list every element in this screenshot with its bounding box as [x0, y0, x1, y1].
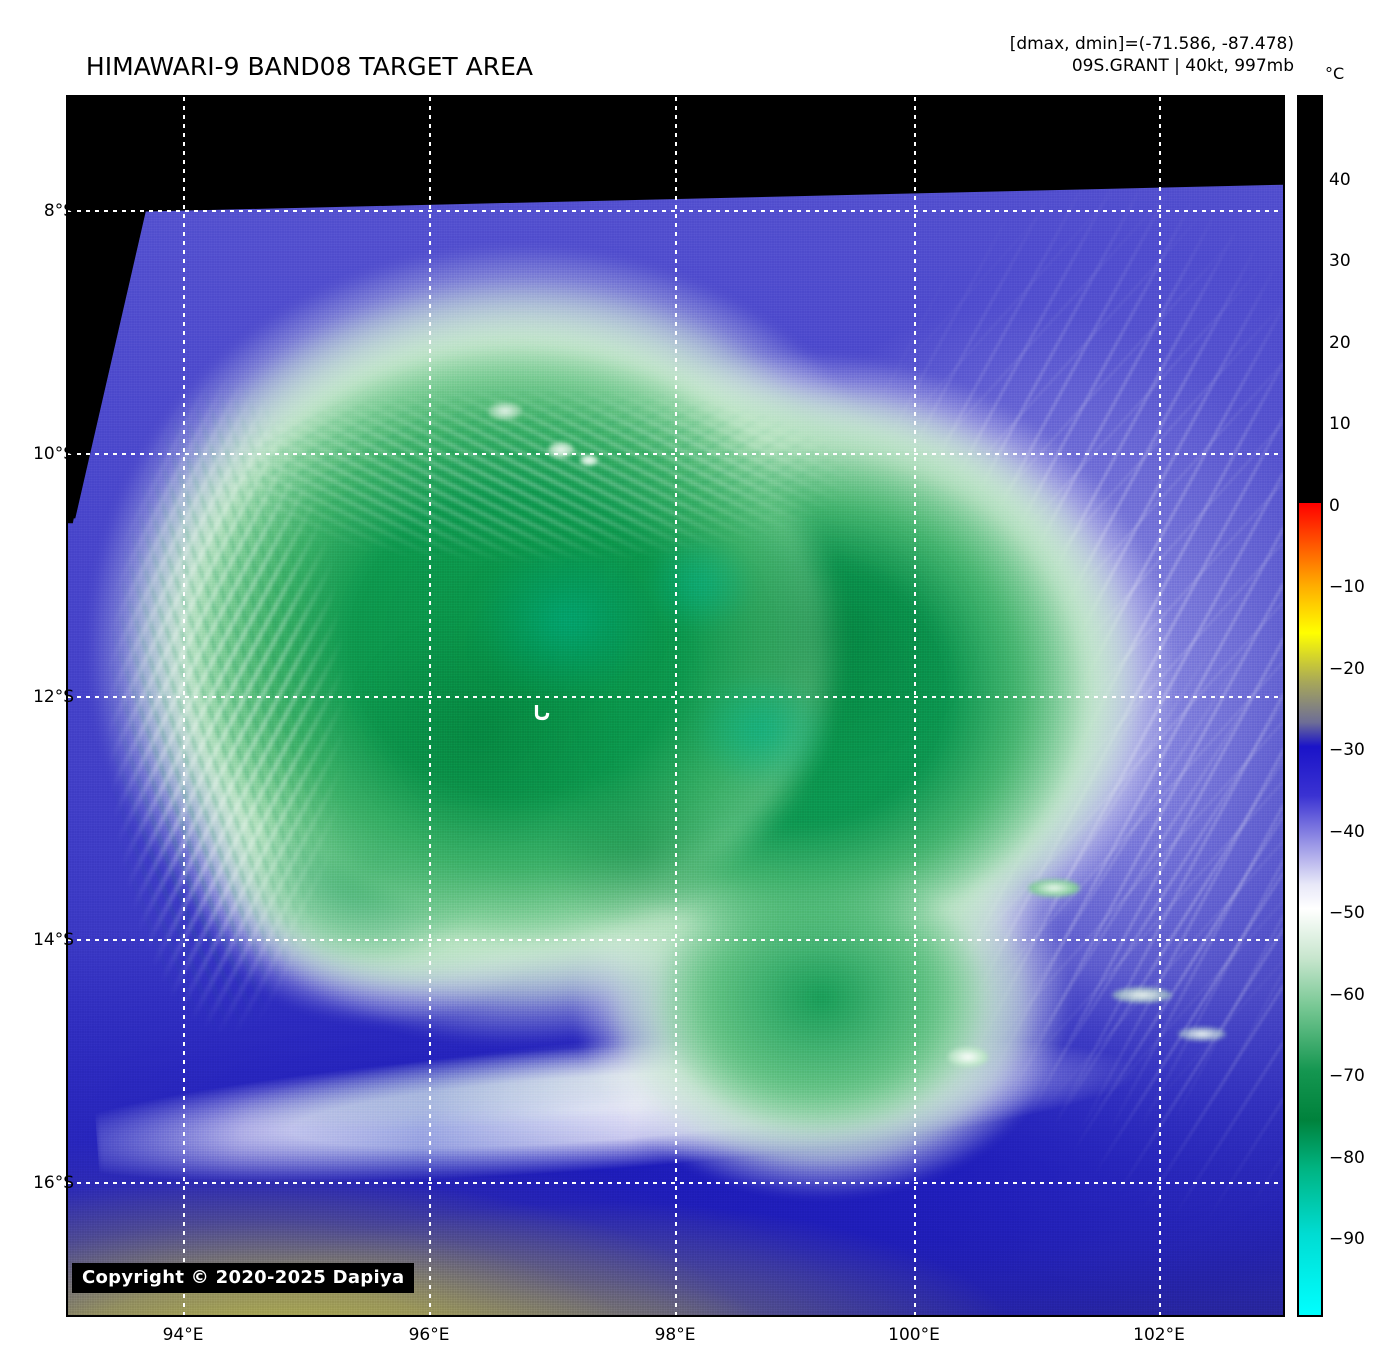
colorbar-tick-10: 10 [1329, 414, 1351, 434]
detached-cloud-cell [580, 455, 598, 466]
pixel-grain-texture [68, 97, 1283, 1315]
metadata-block: [dmax, dmin]=(-71.586, -87.478) 09S.GRAN… [1010, 33, 1294, 77]
colorbar-tick-m30: −30 [1329, 740, 1365, 760]
copyright-watermark: Copyright © 2020-2025 Dapiya [72, 1263, 415, 1293]
storm-center-marker [534, 705, 550, 721]
satellite-image-canvas: Copyright © 2020-2025 Dapiya [68, 97, 1283, 1315]
detached-cloud-cell [488, 402, 522, 420]
colorbar-tick-30: 30 [1329, 251, 1351, 271]
temperature-colorbar[interactable] [1297, 95, 1323, 1317]
y-tick-label-12s: 12°S [33, 687, 74, 707]
x-tick-label-96e: 96°E [408, 1325, 450, 1345]
colorbar-tick-m60: −60 [1329, 985, 1365, 1005]
x-tick-label-100e: 100°E [888, 1325, 940, 1345]
colorbar-tick-m20: −20 [1329, 659, 1365, 679]
satellite-image-plot[interactable]: Copyright © 2020-2025 Dapiya [66, 95, 1285, 1317]
y-tick-label-14s: 14°S [33, 930, 74, 950]
detached-cloud-cell [1112, 987, 1172, 1003]
dmax-dmin-readout: [dmax, dmin]=(-71.586, -87.478) [1009, 34, 1294, 54]
colorbar-tick-m80: −80 [1329, 1148, 1365, 1168]
y-tick-label-10s: 10°S [33, 444, 74, 464]
colorbar-tick-0: 0 [1329, 496, 1340, 516]
colorbar-unit-label: °C [1325, 64, 1345, 83]
colorbar-tick-m70: −70 [1329, 1066, 1365, 1086]
y-tick-label-16s: 16°S [33, 1173, 74, 1193]
colorbar-tick-m50: −50 [1329, 903, 1365, 923]
y-tick-label-8s: 8°S [43, 201, 74, 221]
colorbar-tick-m90: −90 [1329, 1229, 1365, 1249]
storm-info-readout: 09S.GRANT | 40kt, 997mb [1071, 56, 1294, 76]
x-tick-label-102e: 102°E [1133, 1325, 1185, 1345]
detached-cloud-cell [1028, 879, 1080, 897]
colorbar-gradient [1299, 97, 1321, 1315]
x-tick-label-98e: 98°E [654, 1325, 696, 1345]
x-tick-label-94e: 94°E [162, 1325, 204, 1345]
colorbar-tick-m10: −10 [1329, 577, 1365, 597]
detached-cloud-cell [1178, 1027, 1226, 1041]
detached-cloud-cell [948, 1047, 988, 1067]
colorbar-tick-40: 40 [1329, 170, 1351, 190]
colorbar-tick-m40: −40 [1329, 822, 1365, 842]
page-title: HIMAWARI-9 BAND08 TARGET AREA [85, 52, 533, 81]
colorbar-tick-20: 20 [1329, 333, 1351, 353]
